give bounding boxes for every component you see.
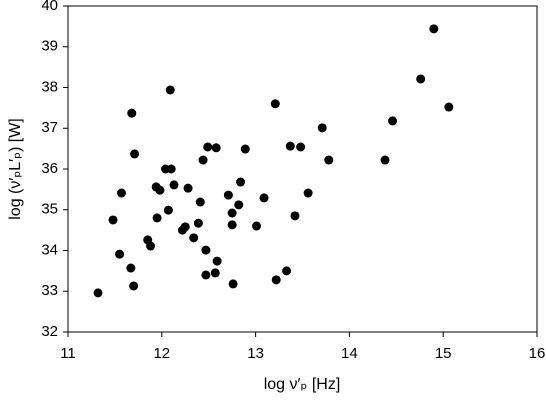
point (285, 141, 295, 151)
point (380, 155, 390, 165)
point (290, 211, 300, 221)
point (165, 85, 175, 95)
point (129, 281, 139, 291)
point (203, 142, 213, 152)
point (130, 149, 140, 159)
point (416, 74, 426, 84)
point (183, 183, 193, 193)
point (388, 116, 398, 126)
y-tick-label: 40 (41, 0, 58, 14)
point (236, 177, 246, 187)
point (259, 193, 269, 203)
point (227, 208, 237, 218)
point (282, 266, 292, 276)
x-tick-label: 15 (435, 345, 452, 362)
point (108, 215, 118, 225)
point (444, 102, 454, 112)
point (152, 213, 162, 223)
plot-frame (67, 5, 538, 333)
y-tick-label: 36 (41, 160, 58, 177)
point (234, 200, 244, 210)
point (252, 221, 262, 231)
point (155, 185, 165, 195)
x-tick-label: 13 (247, 345, 264, 362)
point (201, 270, 211, 280)
x-tick-label: 11 (60, 345, 76, 362)
point (317, 123, 327, 133)
point (146, 241, 156, 251)
point (163, 205, 173, 215)
point (429, 24, 439, 34)
x-tick-label: 12 (153, 345, 170, 362)
point (210, 268, 220, 278)
point (193, 218, 203, 228)
point (270, 99, 280, 109)
y-tick-label: 37 (41, 119, 58, 136)
x-axis-title: log ν′ₚ [Hz] (264, 376, 341, 393)
y-tick-label: 33 (41, 282, 58, 299)
point (127, 108, 137, 118)
y-tick-label: 35 (41, 201, 58, 218)
point (223, 190, 233, 200)
x-tick-label: 14 (341, 345, 358, 362)
point (126, 263, 136, 273)
point (211, 143, 221, 153)
point (180, 222, 190, 232)
x-tick-label: 16 (529, 345, 546, 362)
point (240, 144, 250, 154)
point (189, 233, 199, 243)
point (195, 197, 205, 207)
point (271, 275, 281, 285)
point (201, 245, 211, 255)
point (228, 279, 238, 289)
point (324, 155, 334, 165)
y-tick-label: 32 (41, 323, 58, 340)
point (166, 164, 176, 174)
y-tick-label: 34 (41, 241, 58, 258)
point (198, 155, 208, 165)
point (212, 256, 222, 266)
point (116, 188, 126, 198)
y-axis-title: log (ν′ₚL′ₚ) [W] (7, 118, 24, 220)
point (169, 180, 179, 190)
y-tick-label: 38 (41, 78, 58, 95)
point (115, 249, 125, 259)
point (296, 142, 306, 152)
point (227, 220, 237, 230)
point (303, 188, 313, 198)
point (93, 288, 103, 298)
y-tick-label: 39 (41, 38, 58, 55)
